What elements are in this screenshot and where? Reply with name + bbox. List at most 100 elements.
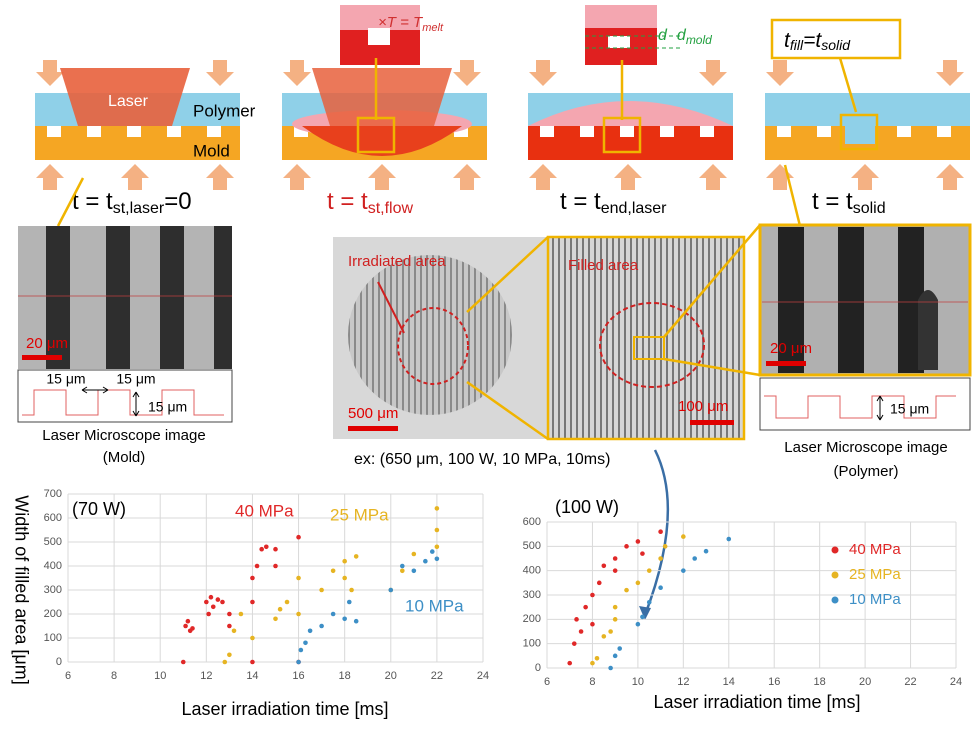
point xyxy=(590,622,595,627)
point xyxy=(181,660,186,665)
point xyxy=(435,545,440,550)
point xyxy=(296,660,301,665)
point xyxy=(190,626,195,631)
legend-label: 25 MPa xyxy=(849,566,901,583)
x-tick-label: 12 xyxy=(677,676,689,688)
point xyxy=(259,547,264,552)
scale-label: 100 μm xyxy=(678,398,728,415)
panel-3 xyxy=(528,60,733,190)
point xyxy=(608,629,613,634)
point xyxy=(624,588,629,593)
scale-label: 500 μm xyxy=(348,405,398,422)
point xyxy=(349,588,354,593)
legend-marker xyxy=(832,547,839,554)
caption: Laser Microscope image xyxy=(42,427,205,444)
legend-marker xyxy=(832,597,839,604)
point xyxy=(579,629,584,634)
x-tick-label: 24 xyxy=(477,670,489,682)
point xyxy=(319,624,324,629)
point xyxy=(572,641,577,646)
point xyxy=(239,612,244,617)
sub: solid xyxy=(853,200,886,217)
point xyxy=(342,559,347,564)
point xyxy=(567,661,572,666)
point xyxy=(613,654,618,659)
point xyxy=(285,600,290,605)
x-tick-label: 16 xyxy=(768,676,780,688)
x-tick-label: 20 xyxy=(385,670,397,682)
point xyxy=(209,595,214,600)
x-tick-label: 8 xyxy=(111,670,117,682)
point xyxy=(220,600,225,605)
y-tick-label: 500 xyxy=(44,536,62,548)
point xyxy=(574,617,579,622)
point xyxy=(597,581,602,586)
sub: solid xyxy=(821,37,851,53)
x-tick-label: 6 xyxy=(65,670,71,682)
point xyxy=(227,612,232,617)
point xyxy=(342,617,347,622)
point xyxy=(264,545,269,550)
x-axis-label: Laser irradiation time [ms] xyxy=(653,692,860,712)
point xyxy=(430,549,435,554)
y-tick-label: 400 xyxy=(44,560,62,572)
point xyxy=(183,624,188,629)
point xyxy=(636,622,641,627)
t: t = t xyxy=(327,188,368,215)
x-tick-label: 22 xyxy=(431,670,443,682)
dim-label: 15 μm xyxy=(148,399,187,415)
point xyxy=(273,564,278,569)
time-label: t = tsolid xyxy=(812,188,886,217)
x-tick-label: 16 xyxy=(292,670,304,682)
y-tick-label: 100 xyxy=(523,638,541,650)
legend-label: 40 MPa xyxy=(849,541,901,558)
y-tick-label: 200 xyxy=(523,613,541,625)
point xyxy=(658,556,663,561)
point xyxy=(273,547,278,552)
chart-title: (70 W) xyxy=(72,499,126,519)
point xyxy=(590,661,595,666)
sub: mold xyxy=(686,33,712,47)
time-label: t = tend,laser xyxy=(560,188,667,217)
point xyxy=(296,612,301,617)
point xyxy=(590,593,595,598)
y-tick-label: 500 xyxy=(523,540,541,552)
sub: st,flow xyxy=(368,200,414,217)
point xyxy=(602,564,607,569)
point xyxy=(400,564,405,569)
point xyxy=(250,576,255,581)
point xyxy=(388,588,393,593)
sub: fill xyxy=(790,37,804,53)
melt-label: ×T = Tmelt xyxy=(378,14,444,34)
point xyxy=(681,568,686,573)
sub: melt xyxy=(422,22,444,34)
point xyxy=(296,576,301,581)
t: t = t xyxy=(72,188,113,215)
point xyxy=(647,600,652,605)
figure: Laser Polymer Mold ×T = Tmelt ddmold tfi… xyxy=(0,0,974,724)
laser-label: Laser xyxy=(108,93,149,110)
y-tick-label: 200 xyxy=(44,608,62,620)
mold-label: Mold xyxy=(193,141,230,160)
point xyxy=(216,597,221,602)
eq: =t xyxy=(803,29,822,52)
x-tick-label: 24 xyxy=(950,676,962,688)
point xyxy=(250,600,255,605)
dim-label: 15 μm xyxy=(116,371,155,387)
x-tick-label: 8 xyxy=(589,676,595,688)
time-label: t = tst,flow xyxy=(327,188,413,217)
point xyxy=(636,539,641,544)
chart-title: (100 W) xyxy=(555,497,619,517)
point xyxy=(640,615,645,620)
point xyxy=(299,648,304,653)
point xyxy=(342,576,347,581)
point xyxy=(663,544,668,549)
point xyxy=(658,585,663,590)
caption: Laser Microscope image xyxy=(784,439,947,456)
y-axis-label: Width of filled area [μm] xyxy=(11,495,31,684)
point xyxy=(640,551,645,556)
cross: × xyxy=(378,14,387,31)
point xyxy=(204,600,209,605)
x-tick-label: 22 xyxy=(904,676,916,688)
y-tick-label: 300 xyxy=(523,589,541,601)
